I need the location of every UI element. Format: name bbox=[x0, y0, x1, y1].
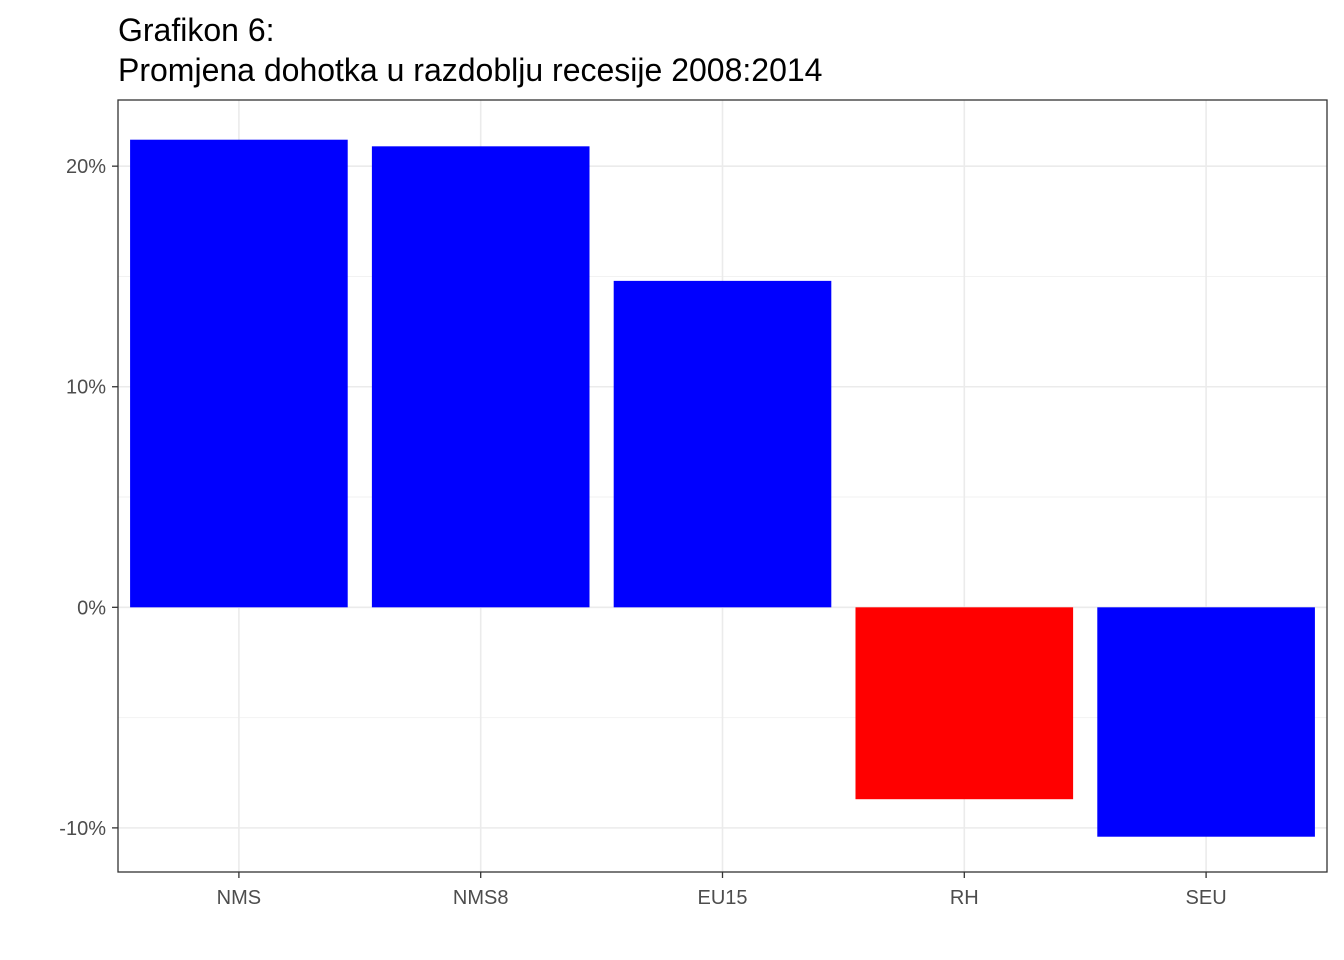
bar-nms8 bbox=[371, 146, 590, 608]
x-tick-label: RH bbox=[950, 887, 979, 909]
y-tick-label: 0% bbox=[77, 597, 106, 619]
y-tick-label: 20% bbox=[66, 156, 106, 178]
chart-subtitle: Promjena dohotka u razdoblju recesije 20… bbox=[118, 52, 823, 88]
x-tick-label: NMS8 bbox=[453, 887, 509, 909]
axes: -10% 0% 10% 20% NMS NMS8 EU15 RH SEU bbox=[59, 156, 1226, 909]
x-tick-label: SEU bbox=[1186, 887, 1227, 909]
bar-seu bbox=[1097, 607, 1315, 837]
x-tick-label: EU15 bbox=[697, 887, 747, 909]
chart-title: Grafikon 6: bbox=[118, 12, 275, 48]
y-tick-label: 10% bbox=[66, 377, 106, 399]
y-tick-label: -10% bbox=[59, 818, 106, 840]
bars bbox=[130, 139, 1315, 837]
x-tick-label: NMS bbox=[217, 887, 261, 909]
bar-eu15 bbox=[613, 280, 832, 608]
bar-rh bbox=[855, 607, 1074, 800]
bar-nms bbox=[130, 139, 348, 608]
chart-title-block: Grafikon 6: Promjena dohotka u razdoblju… bbox=[118, 10, 822, 90]
